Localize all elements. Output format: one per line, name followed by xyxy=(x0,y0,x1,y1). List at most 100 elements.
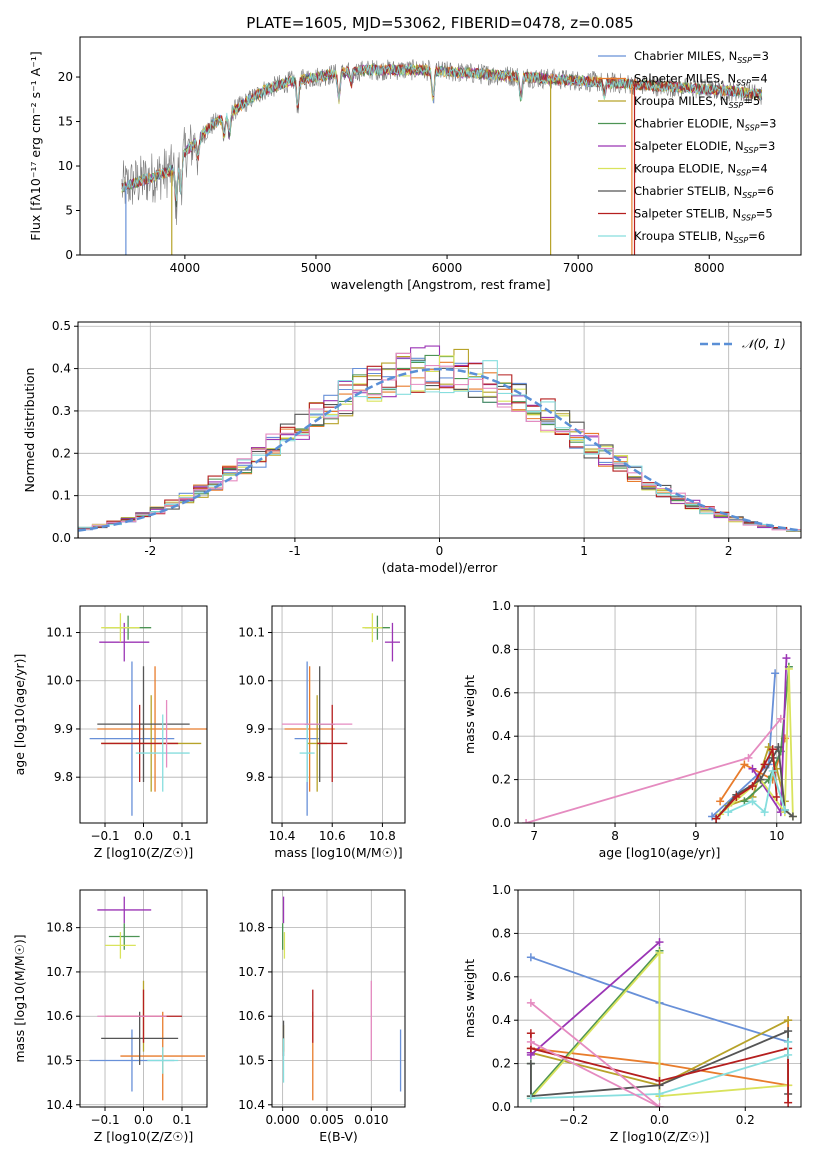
y-tick-label: 10.7 xyxy=(46,965,73,979)
y-tick-label: 0.8 xyxy=(492,926,511,940)
y-tick-label: 0.5 xyxy=(52,319,71,333)
y-tick-label: 0.4 xyxy=(492,1013,511,1027)
legend-label: Salpeter ELODIE, NSSP=3 xyxy=(634,139,775,155)
y-tick-label: 10.8 xyxy=(46,921,73,935)
plot-area xyxy=(89,613,207,816)
x-tick-label: 10.6 xyxy=(319,829,346,843)
y-tick-label: 9.8 xyxy=(246,770,265,784)
model-line-9 xyxy=(121,63,763,202)
axes-border xyxy=(517,605,802,824)
y-tick-label: 0.4 xyxy=(52,362,71,376)
y-tick-label: 0.1 xyxy=(52,489,71,503)
y-tick-label: 15 xyxy=(58,115,73,129)
legend-label: Chabrier STELIB, NSSP=6 xyxy=(634,184,774,200)
y-axis-label: mass weight xyxy=(462,959,477,1038)
x-tick-label: -2 xyxy=(144,544,156,558)
y-tick-label: 0.3 xyxy=(52,404,71,418)
x-tick-label: 10 xyxy=(769,829,784,843)
legend-label: Kroupa MILES, NSSP=5 xyxy=(634,94,760,110)
y-axis-label: Flux [fλ10⁻¹⁷ erg cm⁻² s⁻¹ A⁻¹] xyxy=(28,51,43,240)
legend-label: Chabrier MILES, NSSP=3 xyxy=(634,49,769,65)
y-tick-label: 0.4 xyxy=(492,729,511,743)
x-tick-label: 0.1 xyxy=(172,829,191,843)
y-tick-label: 0.2 xyxy=(492,773,511,787)
x-tick-label: 0 xyxy=(436,544,444,558)
axes-frame: 10.4 10.6 10.8 9.8 9.9 10.0 10.1 mass [log10(M/… xyxy=(238,605,406,860)
y-tick-label: 0.0 xyxy=(492,816,511,830)
y-tick-label: 0.0 xyxy=(52,531,71,545)
axes-frame: −0.1 0.0 0.1 10.4 10.5 10.6 10.7 10.8 Z [log10(Z… xyxy=(12,889,208,1144)
y-tick-label: 10.0 xyxy=(46,674,73,688)
x-tick-label: 8 xyxy=(611,829,619,843)
x-tick-label: 0.010 xyxy=(354,1113,388,1127)
x-tick-label: 0.0 xyxy=(134,1113,153,1127)
y-tick-label: 10.8 xyxy=(238,921,265,935)
x-tick-label: 0.005 xyxy=(310,1113,344,1127)
y-tick-label: 10.6 xyxy=(46,1009,73,1023)
x-tick-label: 6000 xyxy=(432,261,463,275)
y-tick-label: 10.1 xyxy=(46,626,73,640)
x-tick-label: 0.0 xyxy=(650,1113,669,1127)
weight-line-10 xyxy=(530,1002,661,1107)
weight-line-8 xyxy=(715,746,778,820)
x-axis-label: E(B-V) xyxy=(319,1129,358,1144)
legend-label: Chabrier ELODIE, NSSP=3 xyxy=(634,117,776,133)
y-axis-label: Normed distribution xyxy=(22,368,37,493)
x-axis-label: (data-model)/error xyxy=(382,560,499,575)
plot-area xyxy=(282,613,400,816)
y-tick-label: 9.9 xyxy=(246,722,265,736)
x-tick-label: 8000 xyxy=(694,261,725,275)
legend-label: Salpeter MILES, NSSP=4 xyxy=(634,72,768,88)
axes-frame: 0.000 0.005 0.010 10.4 10.5 10.6 10.7 10.8 E(B-V… xyxy=(238,889,406,1144)
y-tick-label: 9.9 xyxy=(54,722,73,736)
y-axis-label: age [log10(age/yr)] xyxy=(12,654,27,776)
x-tick-label: -1 xyxy=(289,544,301,558)
y-tick-label: 0.2 xyxy=(52,446,71,460)
y-tick-label: 10 xyxy=(58,159,73,173)
legend-label: Kroupa STELIB, NSSP=6 xyxy=(634,229,765,245)
plot-area xyxy=(526,938,793,1107)
panel-spectrum: 4000 5000 6000 7000 8000 0 5 10 15 20 wavelength [… xyxy=(28,36,802,292)
x-tick-label: 1 xyxy=(580,544,588,558)
y-tick-label: 10.0 xyxy=(238,674,265,688)
axes-frame: −0.1 0.0 0.1 9.8 9.9 10.0 10.1 Z [log10(Z/Z☉)] a… xyxy=(12,605,208,860)
y-tick-label: 0 xyxy=(65,248,73,262)
axes-frame: -2 -1 0 1 2 0.0 0.1 0.2 0.3 0.4 0.5 (data-model)/er… xyxy=(22,319,802,575)
x-tick-label: 9 xyxy=(692,829,700,843)
plot-area xyxy=(89,896,206,1101)
x-tick-label: 0.0 xyxy=(134,829,153,843)
x-tick-label: 5000 xyxy=(301,261,332,275)
axes-frame: 4000 5000 6000 7000 8000 0 5 10 15 20 wavelength [… xyxy=(28,36,802,292)
x-tick-label: −0.2 xyxy=(559,1113,588,1127)
plot-area xyxy=(78,345,801,538)
x-tick-label: 10.4 xyxy=(269,829,296,843)
y-tick-label: 0.6 xyxy=(492,686,511,700)
x-tick-label: −0.1 xyxy=(90,829,119,843)
y-tick-label: 10.7 xyxy=(238,965,265,979)
y-tick-label: 1.0 xyxy=(492,883,511,897)
x-tick-label: 4000 xyxy=(170,261,201,275)
plot-area xyxy=(121,59,763,255)
x-axis-label: Z [log10(Z/Z☉)] xyxy=(610,1129,710,1144)
y-tick-label: 0.0 xyxy=(492,1100,511,1114)
y-tick-label: 9.8 xyxy=(54,770,73,784)
y-tick-label: 5 xyxy=(65,204,73,218)
panel-mass-vs-Z: −0.1 0.0 0.1 10.4 10.5 10.6 10.7 10.8 Z [log10(Z… xyxy=(12,889,208,1144)
figure-title: PLATE=1605, MJD=53062, FIBERID=0478, z=0… xyxy=(246,14,633,32)
y-tick-label: 10.5 xyxy=(238,1054,265,1068)
legend-label: Kroupa ELODIE, NSSP=4 xyxy=(634,162,768,178)
y-tick-label: 10.4 xyxy=(238,1098,265,1112)
weight-line-9 xyxy=(530,1041,789,1100)
x-tick-label: 2 xyxy=(725,544,733,558)
plot-area xyxy=(281,896,402,1101)
y-tick-label: 0.6 xyxy=(492,970,511,984)
y-tick-label: 10.4 xyxy=(46,1098,73,1112)
panel-mass-vs-EBV: 0.000 0.005 0.010 10.4 10.5 10.6 10.7 10.8 E(B-V… xyxy=(238,889,406,1144)
y-tick-label: 0.2 xyxy=(492,1057,511,1071)
x-axis-label: age [log10(age/yr)] xyxy=(599,845,721,860)
panel-weight-vs-age: 7 8 9 10 0.0 0.2 0.4 0.6 0.8 1.0 age [log10(age/yr… xyxy=(462,599,802,860)
x-tick-label: −0.1 xyxy=(90,1113,119,1127)
x-tick-label: 7 xyxy=(530,829,538,843)
x-axis-label: wavelength [Angstrom, rest frame] xyxy=(330,277,550,292)
